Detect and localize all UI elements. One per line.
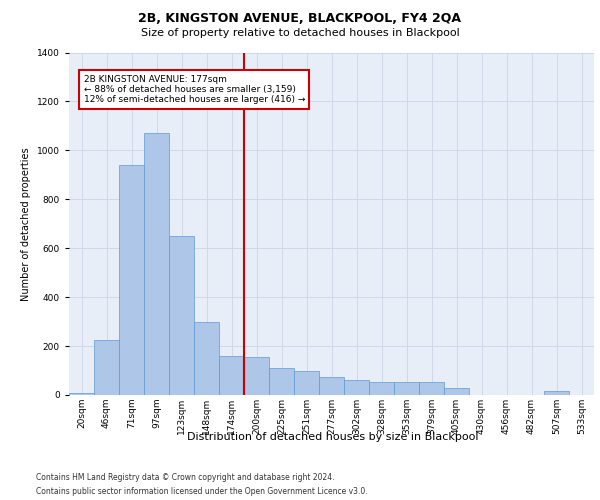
Y-axis label: Number of detached properties: Number of detached properties: [22, 147, 31, 300]
Text: Distribution of detached houses by size in Blackpool: Distribution of detached houses by size …: [187, 432, 479, 442]
Bar: [394, 382, 419, 395]
Bar: [319, 376, 344, 395]
Bar: [194, 322, 219, 395]
Bar: [94, 340, 119, 395]
Bar: [219, 356, 244, 395]
Bar: [344, 380, 369, 395]
Bar: [269, 368, 294, 395]
Bar: [419, 382, 444, 395]
Bar: [169, 236, 194, 395]
Bar: [294, 370, 319, 395]
Bar: [144, 133, 169, 395]
Bar: [544, 392, 569, 395]
Text: Contains public sector information licensed under the Open Government Licence v3: Contains public sector information licen…: [36, 488, 368, 496]
Bar: [69, 392, 94, 395]
Text: Size of property relative to detached houses in Blackpool: Size of property relative to detached ho…: [140, 28, 460, 38]
Bar: [119, 165, 144, 395]
Bar: [444, 388, 469, 395]
Text: Contains HM Land Registry data © Crown copyright and database right 2024.: Contains HM Land Registry data © Crown c…: [36, 472, 335, 482]
Text: 2B KINGSTON AVENUE: 177sqm
← 88% of detached houses are smaller (3,159)
12% of s: 2B KINGSTON AVENUE: 177sqm ← 88% of deta…: [83, 74, 305, 104]
Text: 2B, KINGSTON AVENUE, BLACKPOOL, FY4 2QA: 2B, KINGSTON AVENUE, BLACKPOOL, FY4 2QA: [139, 12, 461, 26]
Bar: [244, 357, 269, 395]
Bar: [369, 382, 394, 395]
